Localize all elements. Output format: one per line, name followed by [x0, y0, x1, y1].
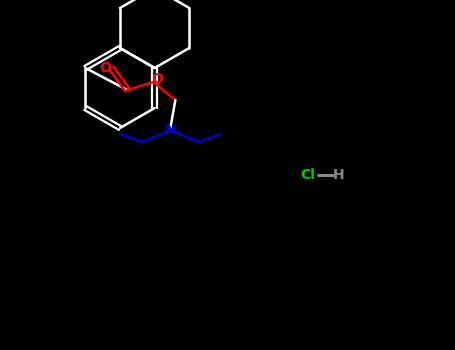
Text: Cl: Cl: [301, 168, 315, 182]
Text: N: N: [165, 123, 176, 137]
Text: H: H: [333, 168, 345, 182]
Text: O: O: [100, 61, 111, 75]
Text: O: O: [152, 72, 163, 86]
